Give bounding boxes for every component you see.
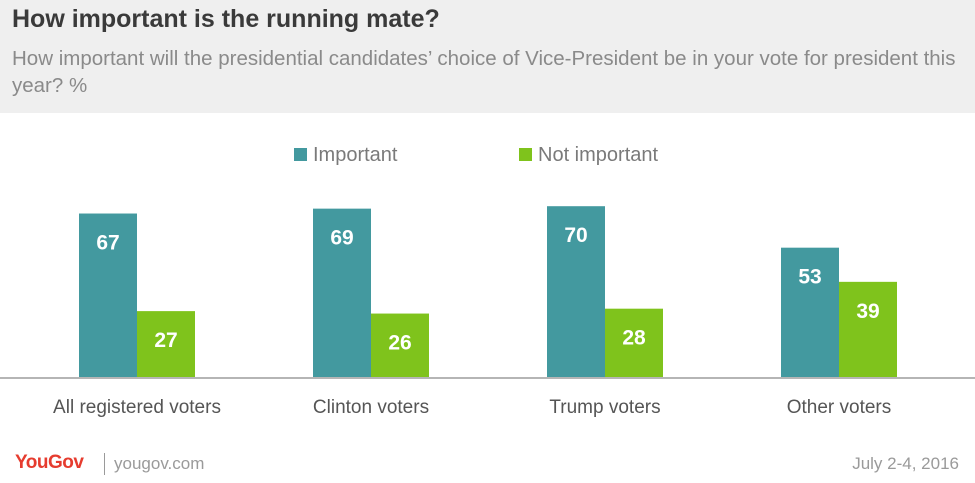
data-label: 53: [798, 266, 821, 289]
bar-chart: Important Not important 67 27 All registered…: [0, 144, 975, 418]
data-label: 26: [388, 332, 411, 355]
bar-important-0: [79, 213, 137, 377]
category-label: Trump voters: [549, 397, 660, 418]
logo-you-text: You: [15, 452, 48, 473]
yougov-logo: YouGov: [15, 452, 84, 474]
legend-important-label: Important: [313, 144, 398, 166]
legend-not-important-label: Not important: [538, 144, 658, 166]
chart-subtitle: How important will the presidential cand…: [12, 47, 956, 97]
category-label: Clinton voters: [313, 397, 429, 418]
legend-not-important-swatch: [519, 148, 532, 161]
bar-not-important-0: [137, 311, 195, 377]
bar-not-important-1: [371, 313, 429, 377]
footer-date: July 2-4, 2016: [852, 454, 959, 473]
data-label: 27: [154, 329, 177, 352]
bar-not-important-2: [605, 308, 663, 377]
data-label: 28: [622, 327, 646, 350]
data-label: 39: [856, 300, 879, 323]
data-label: 69: [330, 227, 353, 250]
chart-title: How important is the running mate?: [12, 5, 440, 33]
bar-important-1: [313, 208, 371, 377]
footer-url: yougov.com: [114, 454, 205, 473]
data-label: 70: [564, 224, 587, 247]
data-label: 67: [96, 232, 119, 255]
category-label: Other voters: [787, 397, 892, 418]
bar-important-3: [781, 247, 839, 377]
header: How important is the running mate? How i…: [0, 0, 975, 113]
legend-important-swatch: [294, 148, 307, 161]
logo-gov-text: Gov: [47, 452, 84, 473]
bar-not-important-3: [839, 281, 897, 377]
footer-divider: [104, 453, 105, 475]
category-label: All registered voters: [53, 397, 221, 418]
bar-important-2: [547, 206, 605, 377]
